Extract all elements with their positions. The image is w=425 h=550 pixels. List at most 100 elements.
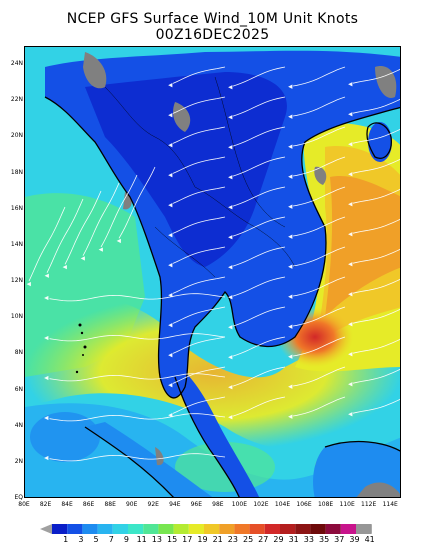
- streamline: [292, 276, 346, 297]
- streamline: [82, 182, 120, 256]
- colorbar-swatch: [97, 524, 113, 534]
- streamline-arrow: [168, 413, 173, 418]
- colorbar-tick-label: 11: [136, 535, 147, 544]
- streamline-arrow: [228, 355, 233, 360]
- streamline: [352, 368, 400, 384]
- lat-tick-label: 16N: [10, 204, 23, 212]
- wind-speed-field: [25, 47, 400, 497]
- streamline-arrow: [288, 204, 293, 209]
- wind-speed-colorbar: [40, 524, 372, 534]
- streamline-arrow: [348, 82, 353, 87]
- streamline: [232, 96, 286, 117]
- wind-map-plot: [24, 46, 401, 498]
- colorbar-tick-label: 29: [273, 535, 284, 544]
- colorbar-tick-label: 35: [318, 535, 330, 544]
- map-timestamp: 00Z16DEC2025: [155, 27, 270, 43]
- streamline: [49, 333, 226, 342]
- streamline-arrow: [348, 172, 353, 177]
- streamline-arrow: [288, 384, 293, 389]
- streamline-arrow: [348, 322, 353, 327]
- streamline-arrow: [288, 234, 293, 239]
- streamline: [232, 276, 286, 297]
- streamline: [172, 126, 226, 144]
- streamline: [172, 96, 226, 114]
- colorbar-tick-label: 15: [166, 535, 178, 544]
- colorbar-swatch: [280, 524, 296, 534]
- streamline-arrow: [228, 205, 233, 210]
- colorbar-max-arrow: [371, 524, 372, 534]
- streamline-arrow: [288, 294, 293, 299]
- streamline: [28, 206, 66, 282]
- streamline-arrow: [348, 232, 353, 237]
- streamline-arrow: [44, 415, 49, 421]
- streamline-arrow: [228, 85, 233, 90]
- streamline-arrow: [228, 385, 233, 390]
- colorbar-tick-label: 25: [242, 535, 254, 544]
- streamline-arrow: [168, 293, 173, 298]
- streamline: [352, 278, 400, 294]
- lon-tick-label: 102E: [253, 501, 269, 508]
- colorbar-swatch: [112, 524, 128, 534]
- streamline: [232, 306, 286, 327]
- lon-tick-label: 96E: [190, 501, 203, 508]
- streamline: [232, 246, 286, 267]
- streamline-arrow: [228, 415, 233, 420]
- streamline: [292, 156, 346, 177]
- lon-tick-label: 92E: [147, 501, 159, 508]
- lon-tick-label: 100E: [231, 501, 248, 508]
- streamline-arrow: [44, 295, 49, 301]
- streamline: [352, 158, 400, 174]
- streamline: [292, 66, 346, 87]
- streamline: [352, 98, 400, 114]
- streamline: [49, 373, 226, 382]
- streamline: [118, 166, 156, 239]
- streamline-arrow: [288, 84, 293, 89]
- wind-streamlines: [26, 66, 400, 462]
- colorbar-tick-label: 21: [212, 535, 223, 544]
- colorbar-tick-label: 41: [364, 535, 375, 544]
- streamline: [352, 218, 400, 234]
- lon-tick-label: 108E: [317, 501, 334, 508]
- streamline: [64, 190, 102, 265]
- streamline: [292, 366, 346, 387]
- streamline: [172, 216, 226, 234]
- streamline-arrow: [288, 114, 293, 119]
- streamline-arrow: [168, 233, 173, 238]
- streamline-arrow: [44, 273, 49, 278]
- streamline-arrow: [348, 292, 353, 297]
- streamline: [46, 198, 84, 273]
- lat-tick-label: 10N: [10, 313, 23, 321]
- streamline-arrow: [348, 112, 353, 117]
- streamline: [172, 336, 226, 354]
- streamline-arrow: [168, 83, 173, 88]
- streamline-arrow: [44, 375, 49, 381]
- streamline: [172, 276, 226, 294]
- streamline-arrow: [168, 143, 173, 148]
- streamline: [172, 306, 226, 324]
- streamline: [232, 366, 286, 387]
- streamline-arrow: [44, 455, 49, 461]
- streamline: [172, 366, 226, 384]
- lat-tick-label: 18N: [10, 168, 23, 176]
- colorbar-swatch: [52, 524, 68, 534]
- streamline-arrow: [98, 247, 103, 252]
- streamline: [232, 156, 286, 177]
- streamline: [172, 156, 226, 174]
- lon-tick-label: 82E: [39, 501, 52, 508]
- streamline-arrow: [288, 144, 293, 149]
- streamline: [352, 248, 400, 264]
- streamline: [292, 96, 346, 117]
- colorbar-swatch: [219, 524, 235, 534]
- colorbar-tick-label: 19: [197, 535, 208, 544]
- colorbar-swatch: [234, 524, 250, 534]
- lat-tick-label: 2N: [14, 457, 23, 465]
- streamline-arrow: [348, 202, 353, 207]
- colorbar-swatch: [173, 524, 189, 534]
- streamline-arrow: [26, 281, 31, 287]
- streamline-arrow: [348, 262, 353, 267]
- colorbar-swatch: [67, 524, 83, 534]
- lon-tick-label: 98E: [212, 501, 224, 508]
- streamline-arrow: [168, 323, 173, 328]
- streamline-arrow: [62, 265, 67, 270]
- colorbar-tick-label: 9: [123, 535, 130, 544]
